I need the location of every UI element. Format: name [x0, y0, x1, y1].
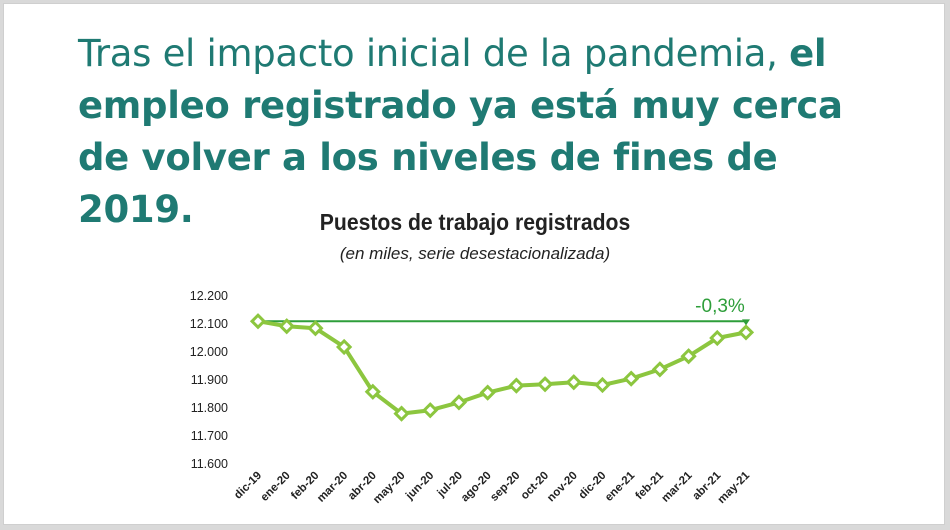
- data-point: [278, 318, 295, 335]
- x-tick-label: jun-20: [403, 470, 436, 503]
- data-point: [393, 405, 410, 422]
- series-group: [249, 313, 755, 422]
- change-annotation: -0,3%: [695, 296, 745, 317]
- y-tick-label: 11.800: [191, 401, 228, 415]
- x-tick-label: mar-21: [660, 469, 696, 505]
- x-tick-label: may-21: [716, 469, 753, 506]
- data-point: [335, 338, 353, 356]
- x-tick-label: mar-20: [315, 470, 350, 505]
- data-point: [536, 376, 554, 393]
- y-tick-label: 12.100: [190, 317, 228, 331]
- infographic-frame: Tras el impacto inicial de la pandemia, …: [3, 3, 945, 525]
- x-tick-label: ene-20: [259, 470, 293, 504]
- data-point: [737, 324, 755, 341]
- data-point: [709, 329, 726, 347]
- data-point: [422, 402, 439, 419]
- data-point: [479, 384, 496, 401]
- x-tick-label: ago-20: [459, 470, 494, 505]
- y-tick-label: 11.900: [191, 373, 228, 387]
- data-point: [594, 376, 611, 394]
- headline-intro: Tras el impacto inicial de la pandemia,: [78, 32, 790, 75]
- y-tick-label: 11.600: [191, 457, 228, 471]
- headline: Tras el impacto inicial de la pandemia, …: [78, 28, 898, 236]
- chart-subtitle: (en miles, serie desestacionalizada): [339, 244, 611, 263]
- data-point: [623, 370, 640, 387]
- data-point: [307, 320, 324, 337]
- data-point: [364, 383, 381, 400]
- data-point: [249, 313, 267, 330]
- y-tick-label: 12.000: [190, 345, 228, 359]
- headline-emphasis: el empleo registrado ya está muy cerca d…: [78, 32, 843, 231]
- data-point: [651, 361, 669, 378]
- reference-line-group: -0,3%: [255, 296, 750, 326]
- y-tick-label: 12.200: [190, 289, 228, 303]
- y-axis: 12.200 12.100 12.000 11.900 11.800 11.700 11.6…: [190, 289, 228, 471]
- x-tick-label: ene-21: [603, 469, 638, 504]
- x-tick-label: nov-20: [545, 470, 580, 505]
- data-point: [680, 348, 697, 365]
- x-axis: dic-19ene-20feb-20mar-20abr-20may-20jun-…: [232, 469, 752, 506]
- data-point: [450, 394, 468, 411]
- data-point: [508, 377, 525, 394]
- chart-title: Puestos de trabajo registrados: [319, 209, 631, 235]
- data-point: [565, 374, 582, 391]
- x-tick-label: may-20: [371, 470, 408, 507]
- reference-arrow-head: [742, 319, 750, 326]
- y-tick-label: 11.700: [191, 429, 228, 443]
- x-tick-label: sep-20: [488, 470, 522, 504]
- series-line: [257, 319, 747, 416]
